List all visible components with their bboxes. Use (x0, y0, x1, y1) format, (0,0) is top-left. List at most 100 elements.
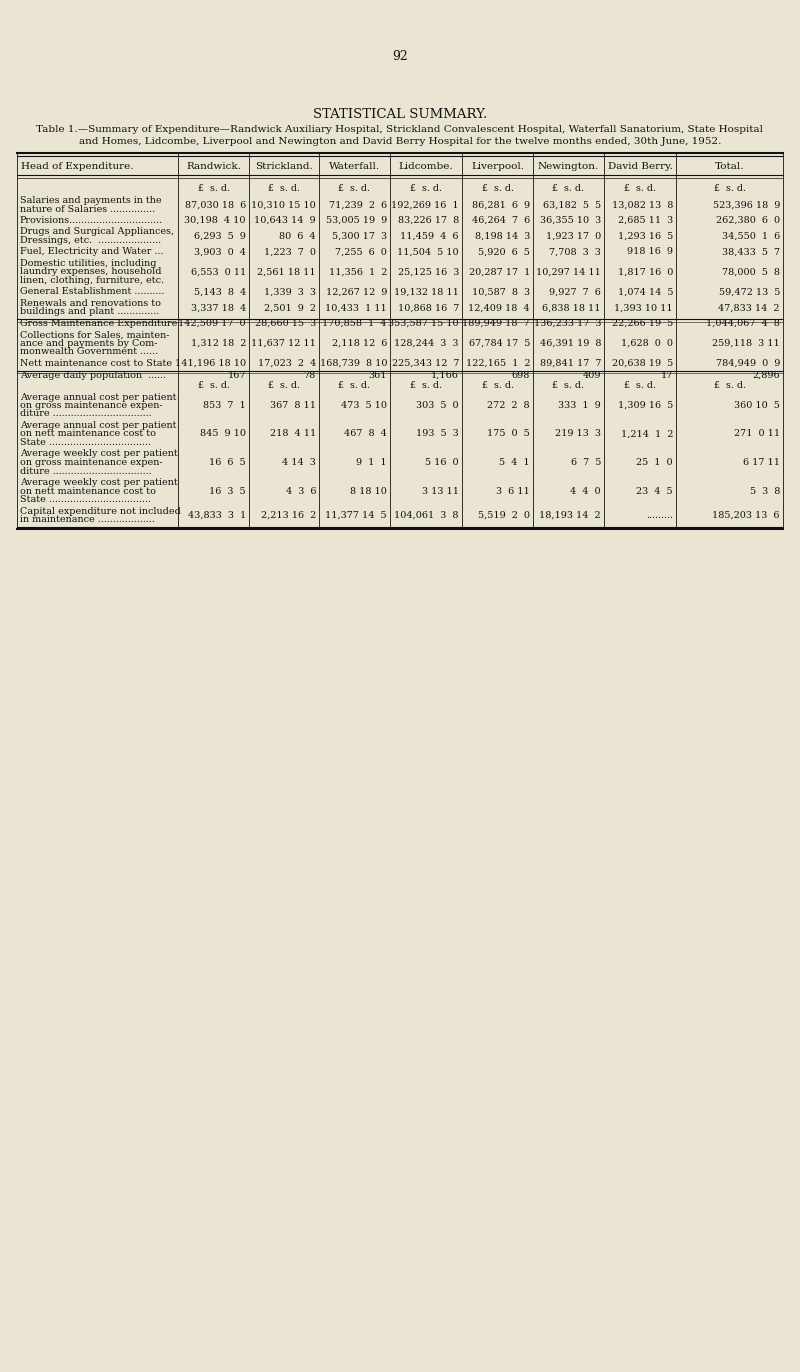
Text: 272  2  8: 272 2 8 (487, 401, 530, 410)
Text: 47,833 14  2: 47,833 14 2 (718, 303, 780, 313)
Text: 185,203 13  6: 185,203 13 6 (713, 510, 780, 520)
Text: 17,023  2  4: 17,023 2 4 (258, 359, 316, 368)
Text: 16  6  5: 16 6 5 (210, 458, 246, 466)
Text: 11,459  4  6: 11,459 4 6 (401, 232, 459, 240)
Text: Average annual cost per patient: Average annual cost per patient (20, 421, 177, 429)
Text: 5 16  0: 5 16 0 (426, 458, 459, 466)
Text: 1,074 14  5: 1,074 14 5 (618, 288, 673, 296)
Text: 53,005 19  9: 53,005 19 9 (326, 215, 387, 225)
Text: 1,309 16  5: 1,309 16 5 (618, 401, 673, 410)
Text: General Establishment ..........: General Establishment .......... (20, 288, 164, 296)
Text: 7,708  3  3: 7,708 3 3 (549, 247, 601, 257)
Text: buildings and plant ..............: buildings and plant .............. (20, 307, 159, 317)
Text: 20,638 19  5: 20,638 19 5 (612, 359, 673, 368)
Text: Renewals and renovations to: Renewals and renovations to (20, 299, 161, 307)
Text: 10,297 14 11: 10,297 14 11 (536, 268, 601, 277)
Text: Lidcombe.: Lidcombe. (398, 162, 454, 172)
Text: 46,264  7  6: 46,264 7 6 (472, 215, 530, 225)
Text: 5  3  8: 5 3 8 (750, 487, 780, 495)
Text: STATISTICAL SUMMARY.: STATISTICAL SUMMARY. (313, 108, 487, 121)
Text: 141,196 18 10: 141,196 18 10 (175, 359, 246, 368)
Text: 6 17 11: 6 17 11 (743, 458, 780, 466)
Text: 19,132 18 11: 19,132 18 11 (394, 288, 459, 296)
Text: 78: 78 (304, 370, 316, 380)
Text: 11,637 12 11: 11,637 12 11 (251, 339, 316, 348)
Text: 89,841 17  7: 89,841 17 7 (539, 359, 601, 368)
Text: 219 13  3: 219 13 3 (555, 429, 601, 439)
Text: 193  5  3: 193 5 3 (416, 429, 459, 439)
Text: Nett maintenance cost to State: Nett maintenance cost to State (20, 359, 172, 368)
Text: diture .................................: diture ................................. (20, 466, 152, 476)
Text: 845  9 10: 845 9 10 (200, 429, 246, 439)
Text: on nett maintenance cost to: on nett maintenance cost to (20, 429, 156, 439)
Text: £  s. d.: £ s. d. (624, 381, 656, 390)
Text: £  s. d.: £ s. d. (553, 381, 585, 390)
Text: £  s. d.: £ s. d. (714, 381, 746, 390)
Text: 192,269 16  1: 192,269 16 1 (391, 200, 459, 210)
Text: 259,118  3 11: 259,118 3 11 (712, 339, 780, 348)
Text: 3,337 18  4: 3,337 18 4 (190, 303, 246, 313)
Text: 7,255  6  0: 7,255 6 0 (335, 247, 387, 257)
Text: 218  4 11: 218 4 11 (270, 429, 316, 439)
Text: £  s. d.: £ s. d. (268, 381, 300, 390)
Text: 34,550  1  6: 34,550 1 6 (722, 232, 780, 240)
Text: 360 10  5: 360 10 5 (734, 401, 780, 410)
Text: £  s. d.: £ s. d. (482, 381, 514, 390)
Text: £  s. d.: £ s. d. (198, 184, 230, 193)
Text: Salaries and payments in the: Salaries and payments in the (20, 196, 162, 204)
Text: diture .................................: diture ................................. (20, 409, 152, 418)
Text: 4  3  6: 4 3 6 (286, 487, 316, 495)
Text: 18,193 14  2: 18,193 14 2 (539, 510, 601, 520)
Text: 11,504  5 10: 11,504 5 10 (398, 247, 459, 257)
Text: £  s. d.: £ s. d. (482, 184, 514, 193)
Text: 5,143  8  4: 5,143 8 4 (194, 288, 246, 296)
Text: 92: 92 (392, 49, 408, 63)
Text: 1,817 16  0: 1,817 16 0 (618, 268, 673, 277)
Text: 6  7  5: 6 7 5 (570, 458, 601, 466)
Text: 473  5 10: 473 5 10 (341, 401, 387, 410)
Text: 170,858  1  4: 170,858 1 4 (322, 320, 387, 328)
Text: 71,239  2  6: 71,239 2 6 (329, 200, 387, 210)
Text: 80  6  4: 80 6 4 (279, 232, 316, 240)
Text: on gross maintenance expen-: on gross maintenance expen- (20, 401, 162, 410)
Text: nature of Salaries ...............: nature of Salaries ............... (20, 204, 155, 214)
Text: 10,310 15 10: 10,310 15 10 (251, 200, 316, 210)
Text: 189,949 18  7: 189,949 18 7 (462, 320, 530, 328)
Text: £  s. d.: £ s. d. (268, 184, 300, 193)
Text: Dressings, etc.  .....................: Dressings, etc. ..................... (20, 236, 161, 246)
Text: 22,266 19  5: 22,266 19 5 (612, 320, 673, 328)
Text: Strickland.: Strickland. (255, 162, 313, 172)
Text: 3 13 11: 3 13 11 (422, 487, 459, 495)
Text: Gross Maintenance Expenditure: Gross Maintenance Expenditure (20, 320, 178, 328)
Text: 11,377 14  5: 11,377 14 5 (326, 510, 387, 520)
Text: 353,587 15 10: 353,587 15 10 (388, 320, 459, 328)
Text: 167: 167 (227, 370, 246, 380)
Text: 4 14  3: 4 14 3 (282, 458, 316, 466)
Text: 168,739  8 10: 168,739 8 10 (319, 359, 387, 368)
Text: 467  8  4: 467 8 4 (344, 429, 387, 439)
Text: 271  0 11: 271 0 11 (734, 429, 780, 439)
Text: 136,233 17  3: 136,233 17 3 (534, 320, 601, 328)
Text: 303  5  0: 303 5 0 (416, 401, 459, 410)
Text: 225,343 12  7: 225,343 12 7 (391, 359, 459, 368)
Text: Liverpool.: Liverpool. (471, 162, 524, 172)
Text: 8 18 10: 8 18 10 (350, 487, 387, 495)
Text: Randwick.: Randwick. (186, 162, 241, 172)
Text: 10,433  1 11: 10,433 1 11 (326, 303, 387, 313)
Text: 6,838 18 11: 6,838 18 11 (542, 303, 601, 313)
Text: 36,355 10  3: 36,355 10 3 (540, 215, 601, 225)
Text: 2,501  9  2: 2,501 9 2 (264, 303, 316, 313)
Text: Total.: Total. (714, 162, 744, 172)
Text: 1,293 16  5: 1,293 16 5 (618, 232, 673, 240)
Text: 6,553  0 11: 6,553 0 11 (190, 268, 246, 277)
Text: 25  1  0: 25 1 0 (636, 458, 673, 466)
Text: .........: ......... (646, 510, 673, 520)
Text: 8,198 14  3: 8,198 14 3 (474, 232, 530, 240)
Text: £  s. d.: £ s. d. (410, 184, 442, 193)
Text: 20,287 17  1: 20,287 17 1 (469, 268, 530, 277)
Text: 5  4  1: 5 4 1 (499, 458, 530, 466)
Text: 23  4  5: 23 4 5 (636, 487, 673, 495)
Text: 63,182  5  5: 63,182 5 5 (543, 200, 601, 210)
Text: 2,118 12  6: 2,118 12 6 (332, 339, 387, 348)
Text: 87,030 18  6: 87,030 18 6 (185, 200, 246, 210)
